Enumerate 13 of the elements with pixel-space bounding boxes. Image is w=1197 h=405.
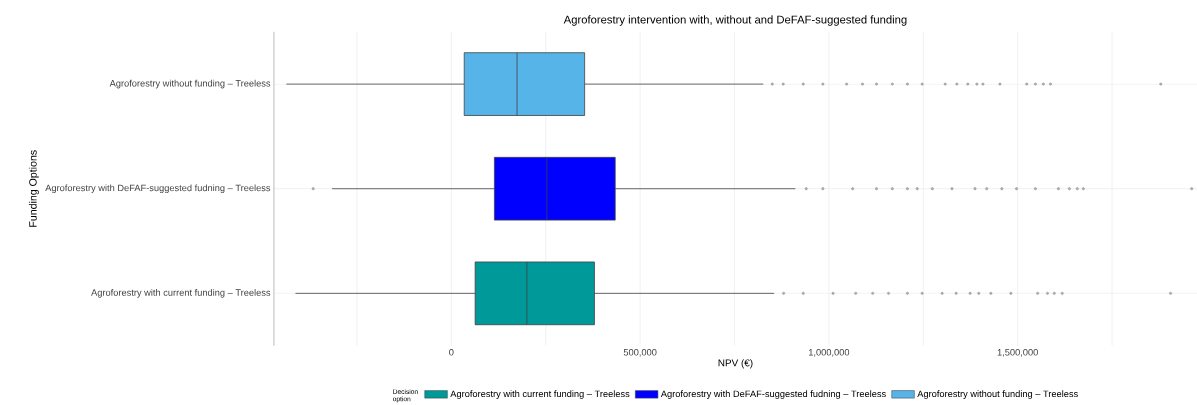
y-tick-label: Agroforestry with DeFAF-suggested fudning – Treeless [45,184,271,193]
y-axis-title: Funding Options [28,150,39,227]
x-tick-label: 500,000 [623,348,657,357]
legend-label: Agroforestry without funding – Treeless [917,390,1078,399]
legend-label: Agroforestry with DeFAF-suggested fudning – Treeless [660,390,886,399]
chart-title: Agroforestry intervention with, without and DeFAF-suggested funding [563,15,907,26]
x-tick-label: 1,000,000 [808,348,850,357]
y-tick-label: Agroforestry without funding – Treeless [109,79,271,89]
legend-label: Agroforestry with current funding – Treeless [450,390,630,399]
x-axis-title: NPV (€) [718,359,753,369]
y-tick-label: Agroforestry with current funding – Treeless [91,288,271,298]
x-tick-label: 1,500,000 [997,348,1038,357]
x-tick-label: 0 [449,348,454,356]
